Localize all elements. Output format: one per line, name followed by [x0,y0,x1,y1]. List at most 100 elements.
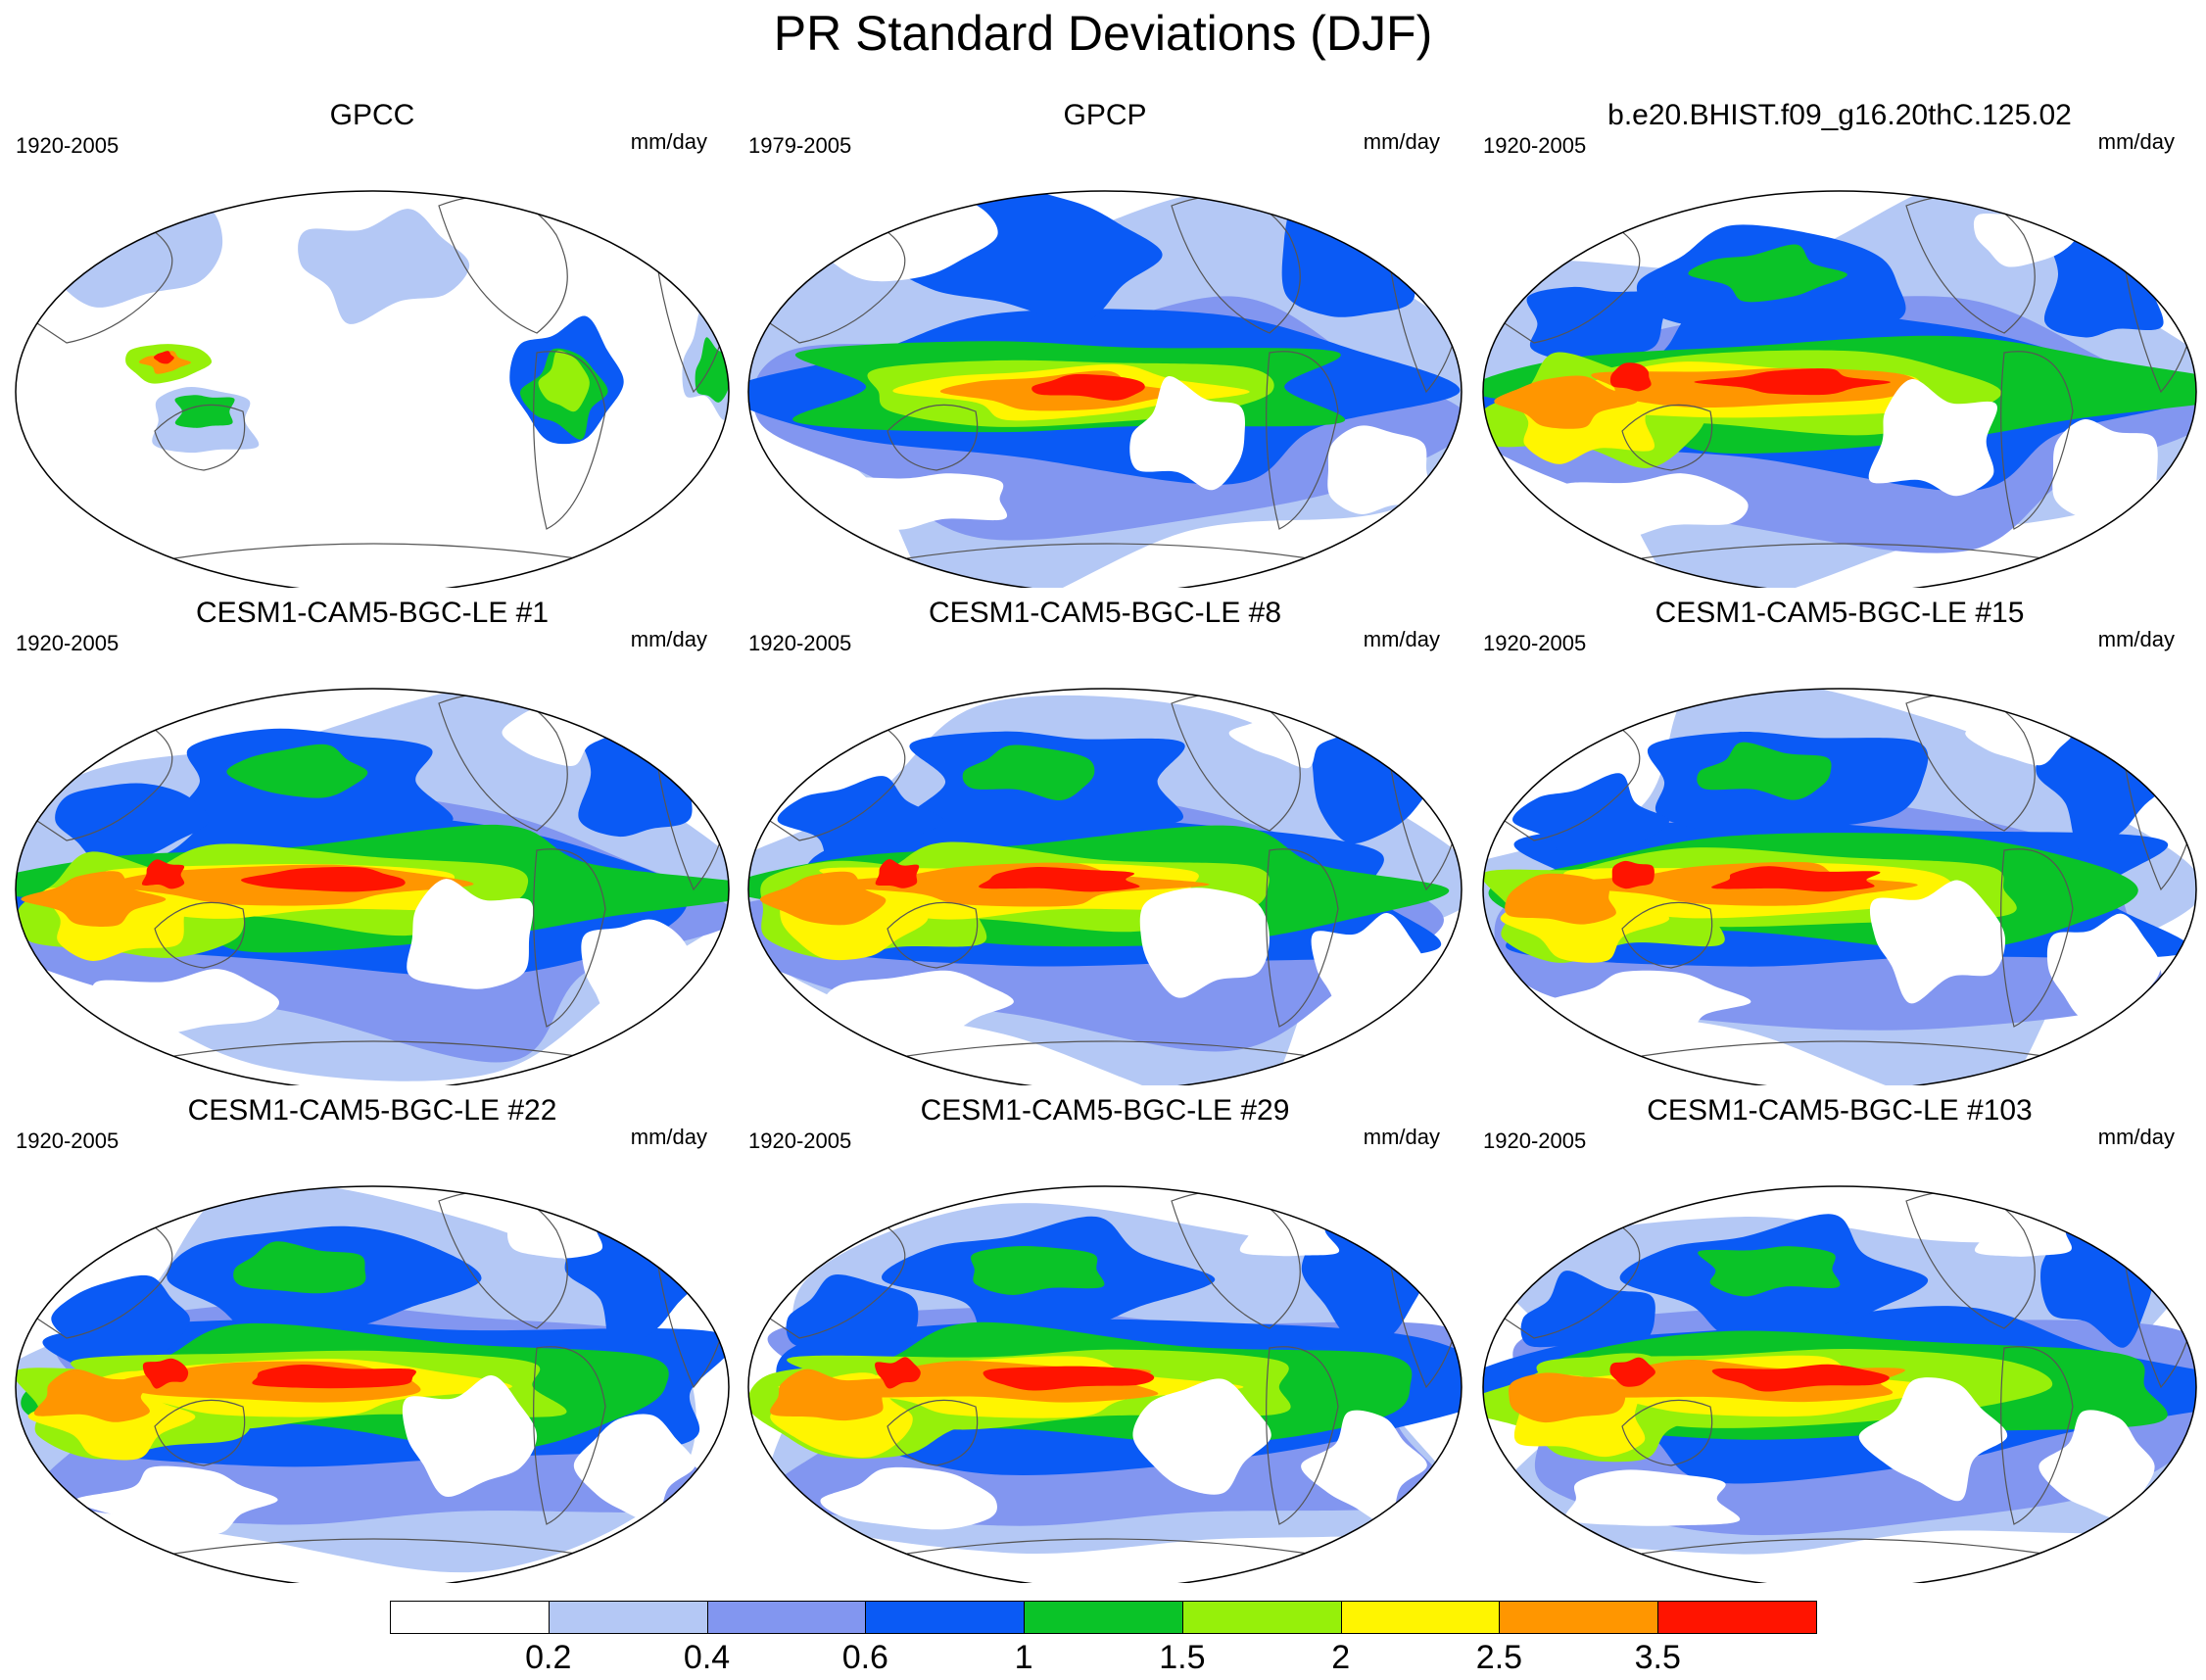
panel-title: CESM1-CAM5-BGC-LE #15 [1654,597,2025,629]
contour-region [1301,1410,1427,1525]
colorbar-tick-label: 0.2 [525,1639,572,1676]
contour-region [21,871,167,927]
coastline [2000,848,2074,1028]
precip-field [16,689,729,1085]
contour-region [1547,970,1751,1037]
contour-region [695,337,729,403]
map-border [15,1185,730,1583]
panel-title: GPCC [329,99,415,131]
panel-units: mm/day [2097,627,2175,651]
panel-title: GPCP [1063,99,1147,131]
map-panel: CESM1-CAM5-BGC-LE #8 1920-2005 mm/day [741,596,1469,1085]
colorbar-swatch [1340,1601,1501,1634]
contour-region [884,191,1163,323]
map-panel: CESM1-CAM5-BGC-LE #15 1920-2005 mm/day [1475,596,2204,1085]
contour-region [1509,1372,1626,1423]
coastline [887,1399,979,1466]
contour-region [1505,873,1616,925]
contour-region [33,1368,152,1422]
panel-units: mm/day [2097,1125,2175,1149]
contour-region [1858,1377,2008,1502]
colorbar-swatch [706,1601,867,1634]
contour-region [1526,286,1667,362]
contour-region [983,1366,1155,1391]
coastline [173,543,577,559]
contour-region [298,209,470,324]
map-plot [747,688,1463,1085]
coastline [2000,351,2074,530]
map-border [1482,190,2197,588]
panel-title: CESM1-CAM5-BGC-LE #8 [928,597,1282,629]
coastline [887,404,979,471]
contour-region [538,350,590,412]
panel-period: 1920-2005 [16,1128,120,1153]
coastline [533,1346,606,1525]
contour-region [581,919,695,1026]
coastline [173,1538,577,1555]
contour-region [233,1241,366,1294]
precip-field [16,1186,729,1583]
coastline [906,543,1310,559]
map-plot [1482,190,2197,588]
contour-region [1711,866,1881,892]
coastline [1266,1346,1339,1525]
contour-region [1698,1246,1841,1297]
panel-period: 1920-2005 [1483,133,1587,158]
panel-title: CESM1-CAM5-BGC-LE #29 [920,1094,1290,1127]
contour-region [402,1374,538,1497]
coastline [906,1040,1310,1057]
map-panel: CESM1-CAM5-BGC-LE #103 1920-2005 mm/day [1475,1093,2204,1583]
panel-period: 1979-2005 [748,133,852,158]
panel-units: mm/day [630,129,707,154]
map-panel: CESM1-CAM5-BGC-LE #1 1920-2005 mm/day [8,596,737,1085]
colorbar-tick-label: 1.5 [1159,1639,1206,1676]
contour-region [2038,1410,2155,1519]
map-plot [747,1185,1463,1583]
map-border [1482,1185,2197,1583]
coastline [533,848,606,1028]
map-plot [15,190,730,588]
contour-region [55,783,210,864]
precip-field [1483,191,2196,588]
coastline [1266,351,1339,530]
contour-region [573,1414,695,1522]
coastline [2000,1346,2074,1525]
map-panel: GPCP 1979-2005 mm/day [741,98,1469,588]
contour-region [51,1274,190,1362]
contour-region [1139,888,1270,998]
panel-units: mm/day [630,1125,707,1149]
contour-region [1609,362,1652,392]
coastline [533,351,606,530]
map-panel: CESM1-CAM5-BGC-LE #22 1920-2005 mm/day [8,1093,737,1583]
colorbar-swatch [865,1601,1026,1634]
panel-period: 1920-2005 [16,133,120,158]
colorbar-swatch [1657,1601,1817,1634]
contour-region [786,1274,919,1365]
map-border [747,688,1463,1085]
map-plot [15,688,730,1085]
map-panel: b.e20.BHIST.f09_g16.20thC.125.02 1920-200… [1475,98,2204,588]
map-border [15,688,730,1085]
contour-region [1711,1364,1890,1392]
precip-field [748,191,1462,588]
contour-region [962,744,1095,801]
contour-region [1694,368,1891,396]
contour-region [1868,378,1997,497]
colorbar-tick-label: 1 [1014,1639,1033,1676]
precip-field [16,191,729,588]
map-border [747,1185,1463,1583]
contour-region [2046,913,2161,1021]
figure-title: PR Standard Deviations (DJF) [773,6,1433,61]
coastline [1621,901,1713,969]
contour-region [1494,375,1638,429]
contour-region [1609,1357,1655,1387]
coastline [154,901,246,969]
contour-region [1565,1469,1741,1526]
contour-region [875,1357,921,1389]
contour-region [407,879,534,989]
contour-region [875,858,920,888]
contour-region [1611,860,1654,889]
map-panel: GPCC 1920-2005 mm/day [8,98,737,588]
map-border [1482,688,2197,1085]
coastline [1641,1538,2044,1555]
